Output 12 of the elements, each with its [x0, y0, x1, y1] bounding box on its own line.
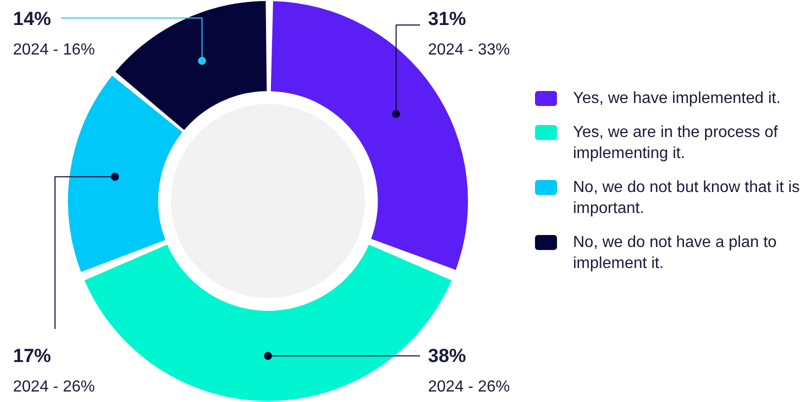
data-label: 38%: [428, 346, 466, 368]
legend-label: Yes, we are in the process of implementing it.: [573, 123, 779, 164]
text: 2024 - 16%: [13, 41, 95, 58]
text: 2024 - 26%: [13, 378, 95, 396]
legend-label: No, we do not but know that it is important.: [573, 178, 800, 219]
data-label: 14%: [13, 9, 52, 30]
data-label: 17%: [13, 346, 52, 368]
legend-label: No, we do not have a plan to implement it.: [573, 233, 778, 274]
data-label: 31%: [428, 9, 466, 30]
text: 2024 - 33%: [428, 41, 510, 58]
text: 2024 - 26%: [428, 378, 510, 396]
legend-label: Yes, we have implemented it.: [573, 89, 781, 109]
